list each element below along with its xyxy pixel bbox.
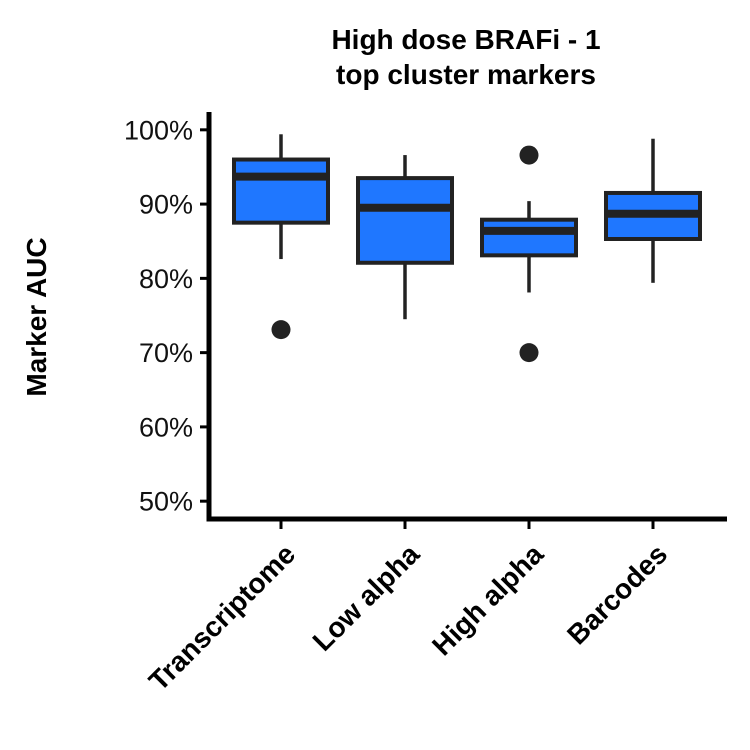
outlier-point — [271, 320, 291, 340]
box-iqr — [232, 157, 330, 225]
box-iqr — [480, 217, 578, 258]
chart-title-line-2: top cluster markers — [336, 59, 596, 90]
x-tick-label: Barcodes — [561, 538, 673, 650]
box-barcodes — [604, 138, 702, 283]
chart-title-line-1: High dose BRAFi - 1 — [331, 24, 600, 55]
box-transcriptome — [232, 134, 330, 340]
x-tick-label: Low alpha — [307, 538, 426, 657]
box-iqr — [356, 176, 454, 265]
box-high-alpha — [480, 145, 578, 363]
outlier-point — [519, 343, 539, 363]
y-axis-label: Marker AUC — [21, 237, 52, 396]
y-tick-label: 70% — [139, 338, 193, 368]
y-tick-label: 80% — [139, 264, 193, 294]
y-tick-label: 90% — [139, 190, 193, 220]
y-tick-label: 50% — [139, 487, 193, 517]
outlier-point — [519, 145, 539, 165]
y-tick-label: 60% — [139, 412, 193, 442]
plot-area: 50% 60% 70% 80% 90% 100% Transcriptome Low alph… — [124, 112, 727, 697]
box-low-alpha — [356, 155, 454, 320]
y-tick-label: 100% — [124, 115, 193, 145]
x-tick-label: High alpha — [426, 538, 549, 661]
x-tick-label: Transcriptome — [143, 538, 301, 696]
